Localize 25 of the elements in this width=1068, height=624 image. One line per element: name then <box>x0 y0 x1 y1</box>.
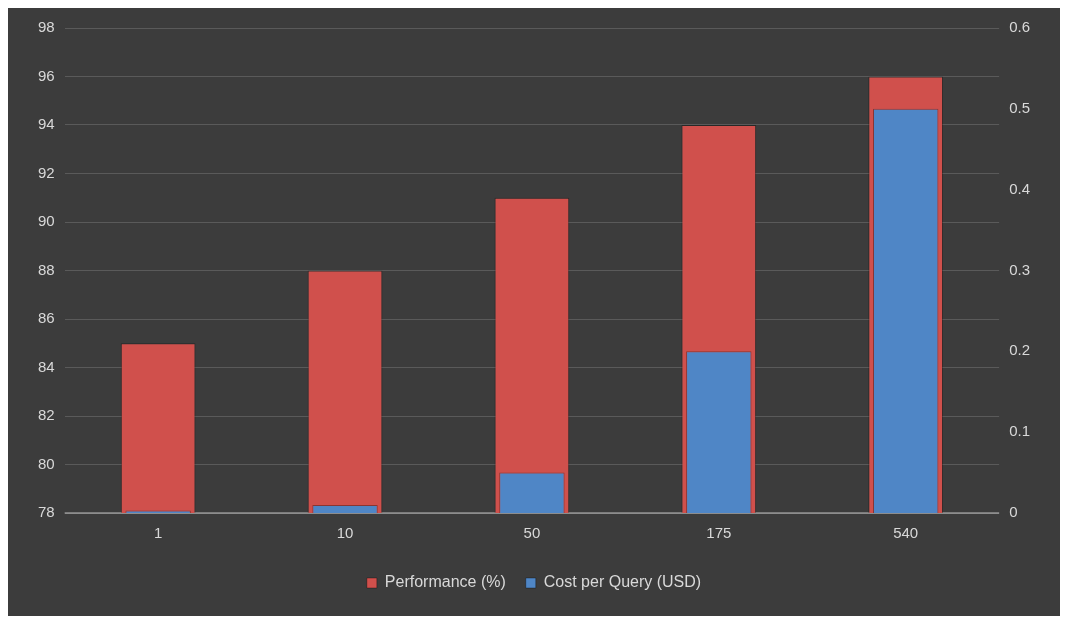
legend-label: Cost per Query (USD) <box>543 573 702 591</box>
y-tick-label: 98 <box>38 18 55 36</box>
x-tick-label: 540 <box>893 524 919 542</box>
x-tick-label: 10 <box>336 524 354 542</box>
legend-label: Performance (%) <box>384 573 506 591</box>
y2-tick-label: 0.3 <box>1009 260 1031 278</box>
x-tick-label: 175 <box>706 524 732 542</box>
y-tick-label: 82 <box>38 406 55 424</box>
y2-tick-label: 0.1 <box>1009 422 1031 440</box>
y2-tick-label: 0.4 <box>1009 179 1031 197</box>
y-tick-label: 92 <box>38 163 55 181</box>
y-tick-label: 78 <box>38 503 55 521</box>
y-tick-label: 88 <box>38 260 55 278</box>
y-tick-label: 90 <box>38 212 55 230</box>
y-tick-label: 96 <box>38 66 55 84</box>
y-tick-label: 86 <box>38 309 55 327</box>
x-tick-label: 50 <box>523 524 541 542</box>
y-tick-label: 84 <box>38 357 55 375</box>
y2-tick-label: 0.2 <box>1009 341 1031 359</box>
y2-tick-label: 0.6 <box>1009 18 1031 36</box>
y-tick-label: 80 <box>38 454 55 472</box>
y2-tick-label: 0.5 <box>1009 98 1031 116</box>
y2-tick-label: 0 <box>1009 503 1018 521</box>
y-tick-label: 94 <box>38 115 55 133</box>
x-tick-label: 1 <box>153 524 163 542</box>
